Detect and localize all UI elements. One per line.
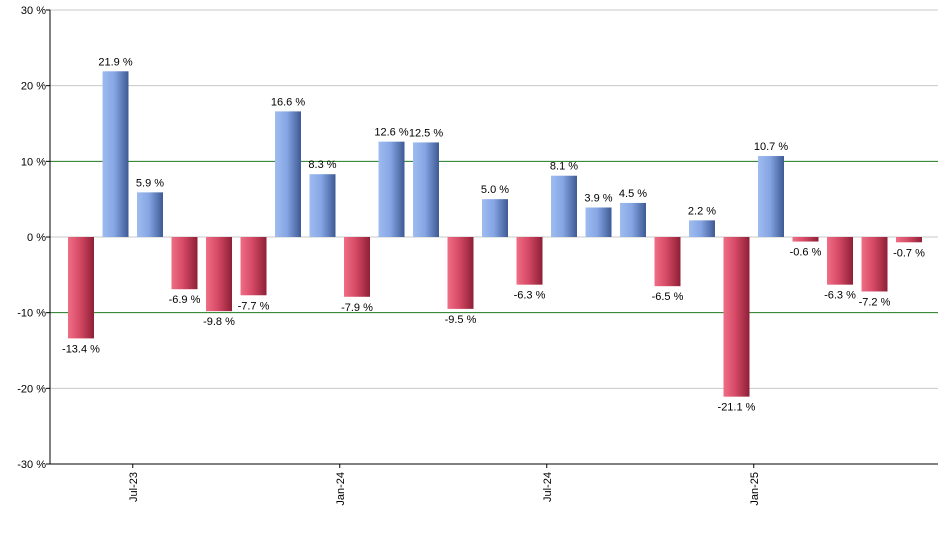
- bar-value-label: -9.8 %: [203, 316, 235, 328]
- bar-value-label: 10.7 %: [754, 141, 788, 153]
- negative-bar: [171, 237, 198, 290]
- positive-bar: [482, 199, 508, 237]
- negative-bar: [344, 237, 370, 297]
- y-tick-label: -10 %: [17, 308, 46, 320]
- negative-bar: [792, 237, 819, 242]
- bar-value-label: -7.9 %: [341, 302, 373, 314]
- positive-bar: [413, 142, 439, 237]
- bar-value-label: -0.7 %: [893, 247, 925, 259]
- bar-value-label: 4.5 %: [619, 188, 647, 200]
- bar-value-label: 21.9 %: [98, 56, 132, 68]
- y-tick-label: 30 %: [21, 5, 46, 17]
- bar-value-label: -7.2 %: [859, 296, 891, 308]
- axis-layer: [46, 9, 938, 468]
- negative-bar: [447, 237, 474, 309]
- x-tick-label: Jul-24: [542, 472, 554, 502]
- positive-bar: [620, 202, 646, 237]
- negative-bar: [861, 237, 888, 292]
- positive-bar: [585, 207, 612, 237]
- negative-bar: [896, 237, 922, 243]
- negative-bar: [240, 237, 267, 296]
- bar-value-label: -7.7 %: [238, 300, 270, 312]
- labels-layer: 30 % 20 % 10 % 0 % -10 % -20 % -30 % -13.4 % 21.…: [17, 5, 925, 506]
- positive-bar: [137, 192, 163, 237]
- y-tick-label: -20 %: [17, 383, 46, 395]
- negative-bar: [723, 237, 750, 397]
- positive-bar: [378, 141, 405, 237]
- y-tick-label: 0 %: [27, 232, 46, 244]
- positive-bar: [275, 111, 301, 237]
- negative-bar: [654, 237, 681, 287]
- negative-bar: [827, 237, 853, 285]
- bar-value-label: -21.1 %: [718, 402, 756, 414]
- positive-bar: [689, 220, 715, 237]
- bar-value-label: 12.6 %: [374, 127, 408, 139]
- positive-bar: [758, 156, 784, 237]
- y-tick-label: 10 %: [21, 156, 46, 168]
- bar-value-label: -6.3 %: [824, 290, 856, 302]
- bar-value-label: -0.6 %: [790, 247, 822, 259]
- x-tick-label: Jan-24: [335, 472, 347, 506]
- positive-bar: [309, 174, 336, 237]
- negative-bar: [206, 237, 232, 312]
- bar-value-label: -6.9 %: [169, 294, 201, 306]
- y-tick-label: 20 %: [21, 81, 46, 93]
- bar-value-label: -6.3 %: [514, 290, 546, 302]
- positive-bar: [102, 71, 129, 237]
- bar-value-label: -13.4 %: [62, 343, 100, 355]
- positive-bar: [551, 175, 577, 237]
- negative-bar: [68, 237, 94, 339]
- negative-bar: [516, 237, 543, 285]
- bar-value-label: 2.2 %: [688, 205, 716, 217]
- x-tick-label: Jan-25: [749, 472, 761, 506]
- bar-value-label: -9.5 %: [445, 314, 477, 326]
- bar-value-label: 12.5 %: [409, 127, 443, 139]
- bar-value-label: 8.1 %: [550, 161, 578, 173]
- bars-layer: [68, 71, 922, 397]
- y-tick-label: -30 %: [17, 459, 46, 471]
- bar-value-label: 5.9 %: [136, 177, 164, 189]
- bar-value-label: 3.9 %: [584, 192, 612, 204]
- bar-value-label: 16.6 %: [271, 96, 305, 108]
- bar-value-label: -6.5 %: [652, 291, 684, 303]
- x-tick-label: Jul-23: [128, 472, 140, 502]
- bar-value-label: 5.0 %: [481, 184, 509, 196]
- bar-value-label: 8.3 %: [308, 159, 336, 171]
